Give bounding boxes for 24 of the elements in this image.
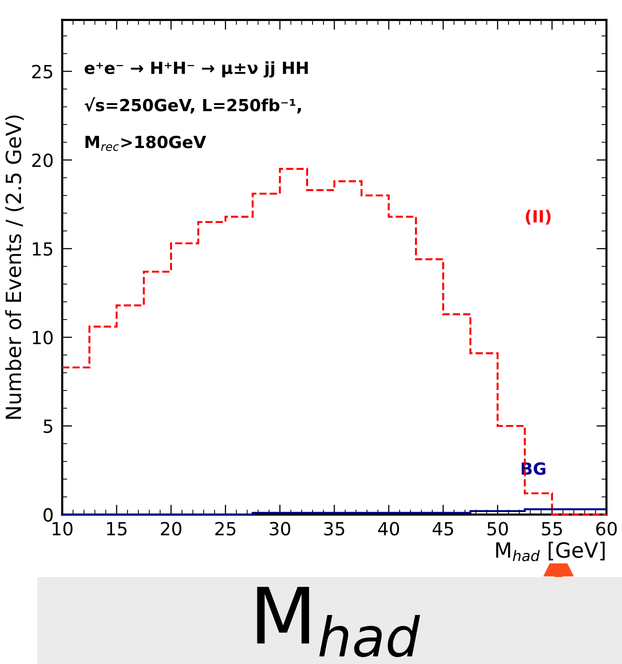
text: M$_{had}$ [257,586,420,658]
x-axis-title: M$_{had}$ [GeV] [496,542,605,562]
x-tick-label: 45 [432,522,454,536]
y-tick-label: 10 [32,330,53,344]
x-tick-label: 20 [160,522,182,536]
x-tick-label: 50 [488,522,508,536]
x-tick-label: 25 [215,522,236,536]
annotation: √s=250GeV, L=250fb⁻¹, [84,97,301,114]
annotation: e⁺e⁻ → H⁺H⁻ → μ±ν jj HH [84,61,308,78]
y-tick-label: 20 [32,153,53,168]
x-tick-label: 30 [270,522,290,536]
x-tick-label: 15 [107,522,127,536]
x-tick-label: 35 [324,522,344,536]
x-tick-label: 10 [52,522,72,536]
x-tick-label: 60 [596,522,617,536]
y-tick-label: 0 [44,508,53,522]
x-tick-label: 55 [542,522,562,536]
annotation: M$_{rec}$>180GeV [86,136,206,151]
x-tick-label: 40 [378,522,400,536]
y-axis-title: Number of Events / (2.5 GeV) [5,116,24,419]
y-tick-label: 15 [32,242,52,256]
y-tick-label: 5 [44,420,52,434]
y-tick-label: 25 [32,64,52,78]
text: (II) [526,210,551,225]
